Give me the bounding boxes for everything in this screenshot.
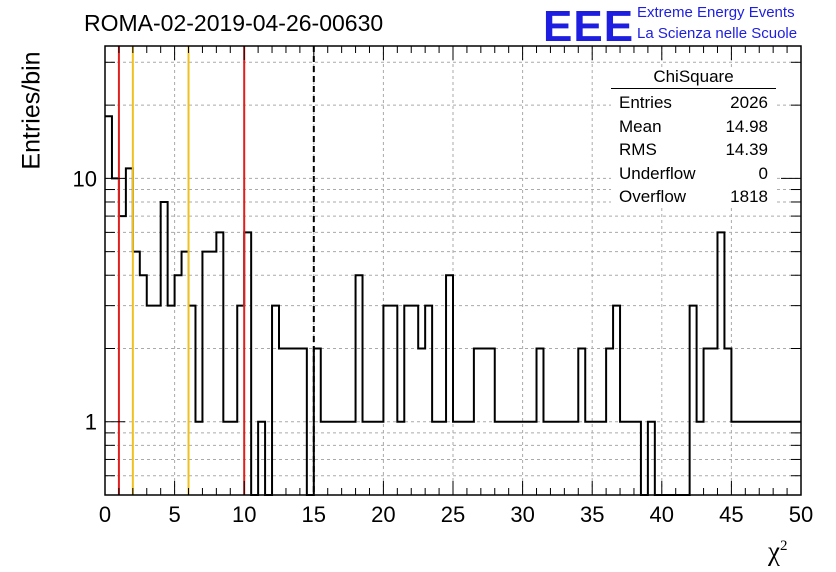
- x-tick-label: 20: [371, 502, 395, 527]
- stats-box-bg: [611, 68, 777, 208]
- stats-box: ChiSquare Entries 2026 Mean 14.98 RMS 14.39…: [611, 67, 776, 209]
- x-tick-label: 0: [99, 502, 111, 527]
- stats-row-overflow: Overflow 1818: [619, 187, 768, 207]
- x-tick-label: 10: [232, 502, 256, 527]
- stats-row-mean: Mean 14.98: [619, 116, 768, 136]
- x-tick-label: 25: [441, 502, 465, 527]
- plot-title: ROMA-02-2019-04-26-00630: [84, 10, 384, 36]
- stats-row-entries: Entries 2026: [619, 93, 768, 112]
- x-tick-label: 35: [580, 502, 604, 527]
- x-axis-label: χ2: [768, 536, 788, 566]
- eee-logo: EEE: [543, 2, 635, 51]
- stats-row-rms: RMS 14.39: [619, 140, 768, 160]
- y-tick-label: 10: [73, 166, 97, 191]
- x-tick-label: 30: [510, 502, 534, 527]
- y-axis-label: Entries/bin: [17, 51, 46, 170]
- stats-title: ChiSquare: [611, 67, 776, 89]
- x-tick-label: 15: [302, 502, 326, 527]
- x-tick-label: 5: [168, 502, 180, 527]
- logo-line-1: Extreme Energy Events: [637, 4, 795, 21]
- x-tick-label: 50: [789, 502, 813, 527]
- x-tick-label: 45: [719, 502, 743, 527]
- stats-row-underflow: Underflow 0: [619, 163, 768, 183]
- logo-line-2: La Scienza nelle Scuole: [637, 25, 798, 42]
- x-tick-label: 40: [650, 502, 674, 527]
- y-tick-label: 1: [85, 410, 97, 435]
